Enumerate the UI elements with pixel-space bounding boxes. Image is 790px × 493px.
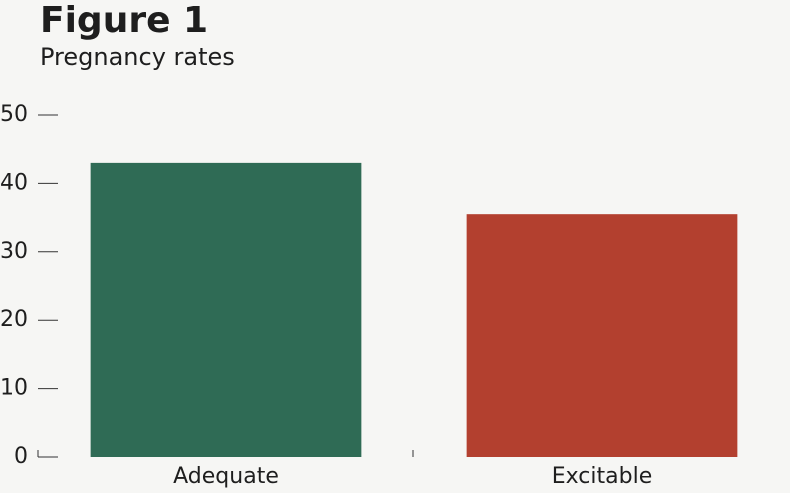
y-tick-label: 30 <box>0 239 28 264</box>
bar <box>466 214 738 457</box>
y-tick-label: 50 <box>0 102 28 127</box>
y-tick-label: 10 <box>0 376 28 401</box>
y-tick-label: 20 <box>0 307 28 332</box>
x-tick-label: Excitable <box>552 464 652 489</box>
y-tick-label: 40 <box>0 170 28 195</box>
chart-title: Figure 1 <box>40 0 208 41</box>
x-tick-label: Adequate <box>173 464 279 489</box>
y-tick-label: 0 <box>14 444 28 469</box>
bar <box>90 162 362 457</box>
chart-subtitle: Pregnancy rates <box>40 43 235 71</box>
